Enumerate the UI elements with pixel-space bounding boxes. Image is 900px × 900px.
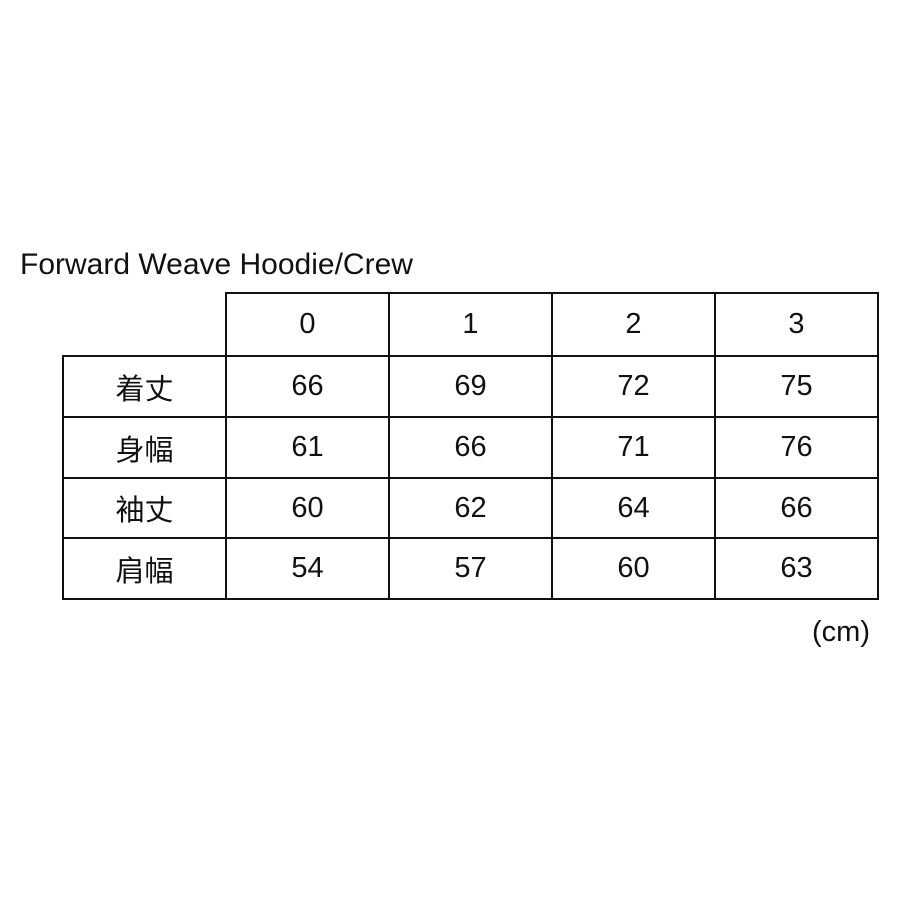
table-cell: 64 [551,477,716,539]
table-cell: 76 [714,416,879,479]
column-header: 0 [225,292,390,357]
column-header: 1 [388,292,553,357]
table-cell: 66 [714,477,879,539]
table-cell: 63 [714,537,879,600]
table-cell: 69 [388,355,553,418]
table-cell: 72 [551,355,716,418]
table-cell: 71 [551,416,716,479]
row-label: 肩幅 [62,537,227,600]
table-cell: 62 [388,477,553,539]
row-label: 袖丈 [62,477,227,539]
row-label: 着丈 [62,355,227,418]
table-cell: 54 [225,537,390,600]
table-cell: 60 [225,477,390,539]
table-cell: 57 [388,537,553,600]
table-cell: 75 [714,355,879,418]
table-cell: 66 [225,355,390,418]
column-header: 3 [714,292,879,357]
chart-title: Forward Weave Hoodie/Crew [20,248,413,281]
column-header: 2 [551,292,716,357]
table-cell: 66 [388,416,553,479]
table-cell: 60 [551,537,716,600]
unit-label: (cm) [812,616,870,648]
row-label: 身幅 [62,416,227,479]
table-cell: 61 [225,416,390,479]
